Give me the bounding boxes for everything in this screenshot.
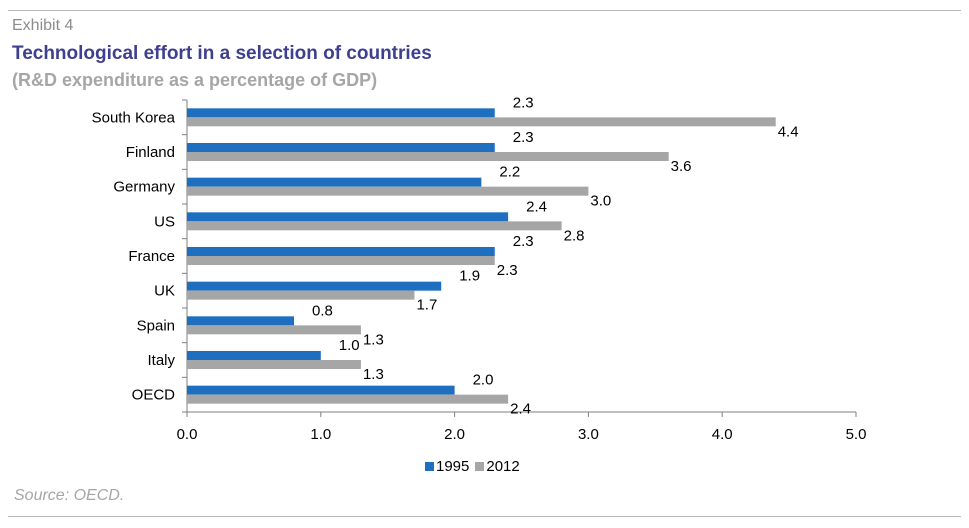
data-label-2012-germany: 3.0 bbox=[590, 193, 611, 210]
source-note: Source: OECD. bbox=[14, 487, 125, 504]
data-label-1995-france: 2.3 bbox=[513, 233, 534, 250]
bar-2012-germany bbox=[187, 186, 589, 196]
legend-label-1995: 1995 bbox=[436, 458, 470, 475]
bar-1995-france bbox=[187, 247, 495, 256]
data-label-2012-uk: 1.7 bbox=[416, 297, 437, 314]
bar-2012-uk bbox=[187, 290, 415, 300]
bar-1995-spain bbox=[187, 316, 295, 326]
legend-swatch-1995 bbox=[425, 462, 434, 471]
x-tick-label: 3.0 bbox=[578, 426, 599, 443]
data-label-2012-us: 2.8 bbox=[564, 227, 585, 244]
x-tick-label: 5.0 bbox=[846, 426, 867, 443]
bar-2012-italy bbox=[187, 360, 361, 369]
data-label-2012-finland: 3.6 bbox=[671, 158, 692, 175]
legend-label-2012: 2012 bbox=[486, 458, 520, 475]
legend-item-1995: 1995 bbox=[425, 458, 469, 475]
data-label-2012-south-korea: 4.4 bbox=[778, 123, 799, 140]
bar-1995-uk bbox=[187, 281, 442, 291]
category-label-south-korea: South Korea bbox=[92, 109, 176, 126]
data-label-1995-germany: 2.2 bbox=[499, 164, 520, 181]
bar-2012-south-korea bbox=[187, 117, 776, 127]
bottom-rule bbox=[8, 516, 961, 517]
x-tick-label: 1.0 bbox=[310, 426, 331, 443]
x-tick-label: 2.0 bbox=[444, 426, 465, 443]
category-label-germany: Germany bbox=[113, 179, 175, 196]
category-label-spain: Spain bbox=[137, 317, 175, 334]
data-label-1995-spain: 0.8 bbox=[312, 302, 333, 319]
bar-1995-south-korea bbox=[187, 108, 495, 118]
category-label-italy: Italy bbox=[147, 352, 175, 369]
bar-2012-france bbox=[187, 256, 495, 265]
data-label-1995-oecd: 2.0 bbox=[473, 372, 494, 389]
bar-1995-italy bbox=[187, 351, 321, 360]
bar-1995-germany bbox=[187, 177, 482, 187]
data-label-1995-south-korea: 2.3 bbox=[513, 94, 534, 111]
bar-2012-oecd bbox=[187, 394, 509, 404]
bar-2012-us bbox=[187, 221, 562, 231]
exhibit-label: Exhibit 4 bbox=[12, 17, 74, 34]
category-label-uk: UK bbox=[154, 283, 175, 300]
data-label-1995-uk: 1.9 bbox=[459, 268, 480, 285]
data-label-2012-italy: 1.3 bbox=[363, 366, 384, 383]
top-rule bbox=[8, 10, 961, 11]
bar-2012-finland bbox=[187, 152, 669, 161]
chart-title: Technological effort in a selection of c… bbox=[12, 43, 432, 64]
data-label-1995-us: 2.4 bbox=[526, 198, 547, 215]
data-label-2012-spain: 1.3 bbox=[363, 331, 384, 348]
legend: 1995 2012 bbox=[425, 458, 526, 475]
bar-1995-us bbox=[187, 212, 509, 222]
data-label-2012-oecd: 2.4 bbox=[510, 401, 531, 418]
data-label-2012-france: 2.3 bbox=[497, 262, 518, 279]
x-tick-label: 0.0 bbox=[177, 426, 198, 443]
bar-1995-oecd bbox=[187, 385, 455, 395]
category-label-finland: Finland bbox=[126, 144, 175, 161]
legend-item-2012: 2012 bbox=[475, 458, 520, 475]
data-label-1995-finland: 2.3 bbox=[513, 129, 534, 146]
x-tick-label: 4.0 bbox=[712, 426, 733, 443]
bar-1995-finland bbox=[187, 143, 495, 152]
legend-swatch-2012 bbox=[475, 462, 485, 471]
category-label-france: France bbox=[128, 248, 175, 265]
category-label-us: US bbox=[154, 213, 175, 230]
data-label-1995-italy: 1.0 bbox=[339, 337, 360, 354]
chart-subtitle: (R&D expenditure as a percentage of GDP) bbox=[12, 70, 378, 90]
bar-2012-spain bbox=[187, 325, 361, 335]
category-label-oecd: OECD bbox=[132, 387, 176, 404]
